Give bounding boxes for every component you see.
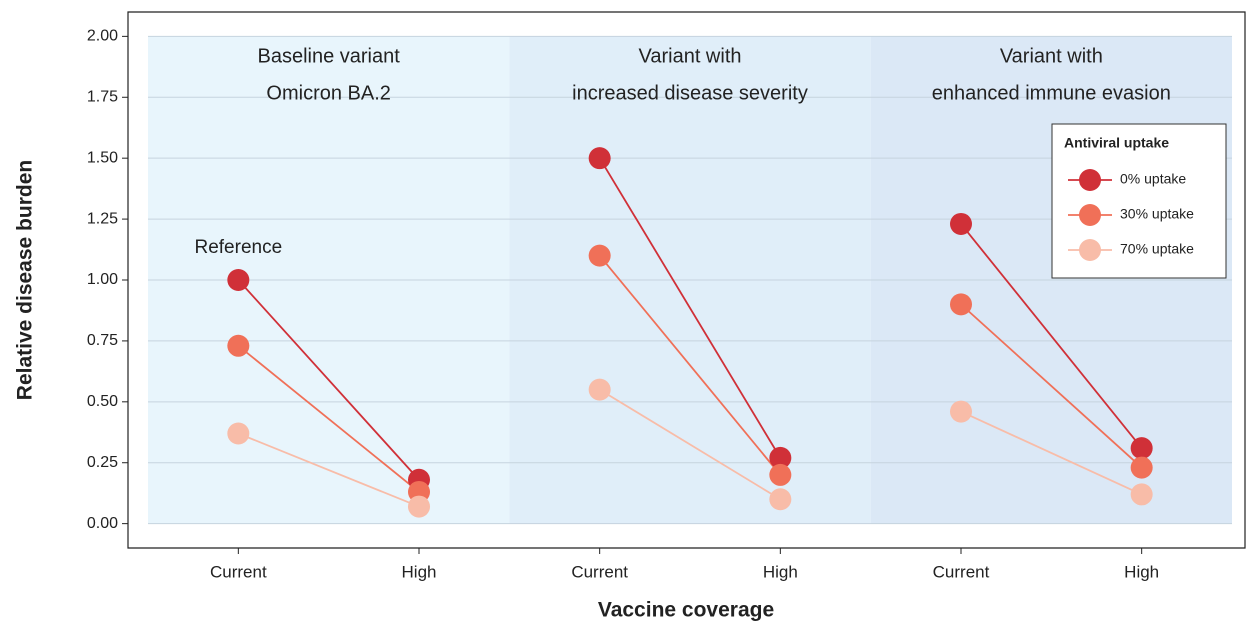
- data-point: [950, 212, 972, 235]
- legend-label: 0% uptake: [1120, 171, 1186, 187]
- axis-frame: [127, 11, 1246, 549]
- y-tick-label: 2.00: [87, 28, 118, 45]
- y-tick-label: 0.00: [87, 515, 118, 532]
- data-point: [1130, 437, 1153, 460]
- data-point: [769, 446, 792, 469]
- x-tick-label: High: [1124, 562, 1159, 581]
- panel-title: Variant with: [1000, 45, 1103, 67]
- series-line: [960, 303, 1143, 469]
- y-tick-label: 1.25: [87, 210, 118, 227]
- series-line: [237, 345, 420, 493]
- data-point: [1130, 483, 1153, 506]
- panel-title: Baseline variant: [258, 45, 401, 67]
- series-line: [960, 410, 1143, 496]
- series-line: [960, 223, 1143, 449]
- x-tick-label: High: [402, 562, 437, 581]
- panel-title: increased disease severity: [572, 82, 808, 104]
- x-tick-label: High: [763, 562, 798, 581]
- data-point: [227, 422, 250, 445]
- legend-title: Antiviral uptake: [1064, 135, 1169, 151]
- x-tick-label: Current: [210, 562, 267, 581]
- data-point: [227, 334, 250, 357]
- series-line: [598, 255, 782, 476]
- legend-label: 30% uptake: [1120, 206, 1194, 222]
- data-point: [588, 147, 611, 170]
- data-point: [588, 244, 611, 267]
- data-point: [1130, 456, 1153, 479]
- series-line: [599, 388, 781, 501]
- series-line: [237, 432, 420, 508]
- data-point: [588, 378, 611, 401]
- data-point: [950, 400, 972, 423]
- data-point: [769, 463, 792, 486]
- legend-label: 70% uptake: [1120, 241, 1194, 257]
- data-point: [408, 495, 430, 518]
- y-axis-label: Relative disease burden: [14, 160, 37, 400]
- legend-marker: [1079, 169, 1101, 191]
- y-tick-label: 0.75: [87, 332, 118, 349]
- x-tick-label: Current: [933, 562, 990, 581]
- panel-title: Omicron BA.2: [266, 82, 390, 104]
- data-point: [769, 488, 792, 511]
- data-point: [950, 293, 972, 316]
- legend-marker: [1079, 239, 1101, 261]
- y-tick-label: 1.00: [87, 271, 118, 288]
- data-point: [227, 269, 250, 291]
- y-tick-label: 1.50: [87, 149, 118, 166]
- x-tick-label: Current: [571, 562, 628, 581]
- y-tick-label: 1.75: [87, 88, 118, 105]
- panel-title: Variant with: [638, 45, 741, 67]
- y-tick-label: 0.50: [87, 393, 118, 410]
- series-line: [598, 157, 782, 459]
- series-line: [237, 279, 420, 481]
- annotation: Reference: [194, 237, 282, 258]
- legend-marker: [1079, 204, 1101, 226]
- panel-title: enhanced immune evasion: [932, 82, 1171, 104]
- x-axis-label: Vaccine coverage: [598, 599, 774, 622]
- y-tick-label: 0.25: [87, 454, 118, 471]
